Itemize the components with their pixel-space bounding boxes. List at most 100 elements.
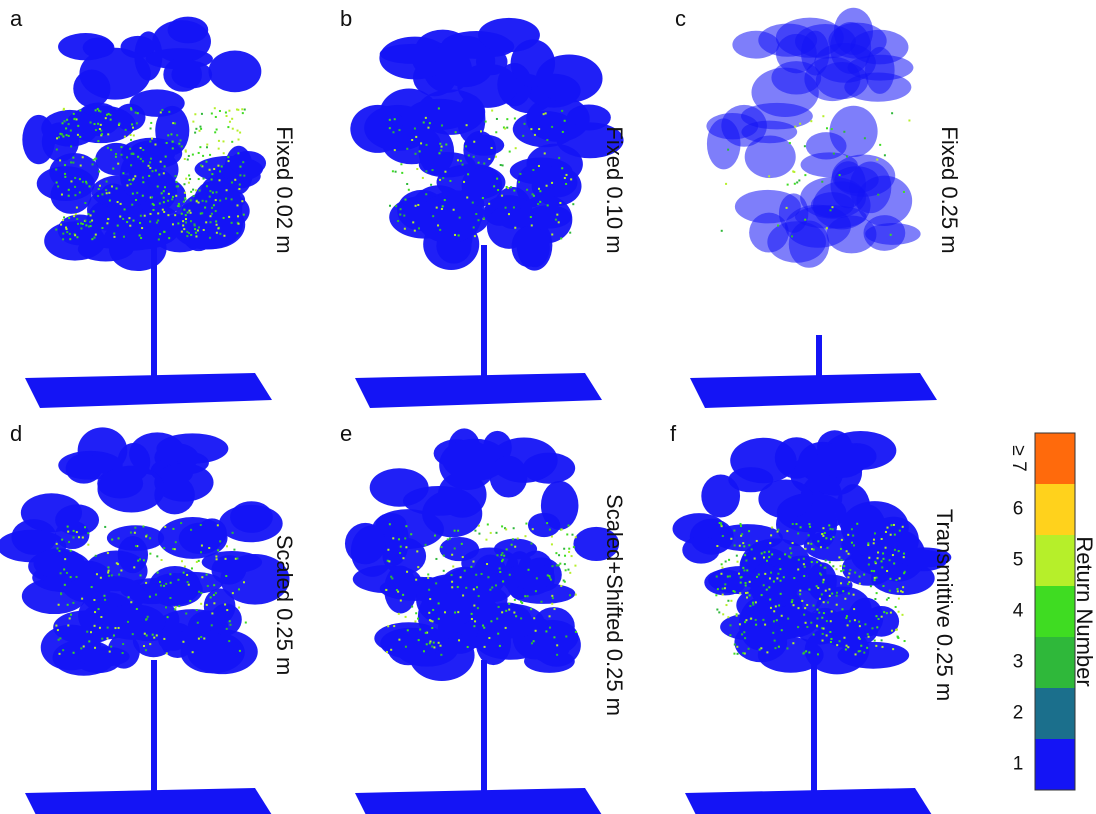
crown-blob xyxy=(101,604,166,640)
green-return xyxy=(87,225,90,228)
green-return xyxy=(97,140,100,143)
green-return xyxy=(733,643,736,646)
green-return xyxy=(763,556,766,559)
green-return xyxy=(889,577,892,580)
green-return xyxy=(79,135,82,138)
green-return xyxy=(875,592,878,595)
green-return xyxy=(758,648,761,651)
green-return xyxy=(884,530,887,533)
green-return xyxy=(558,156,561,159)
green-return xyxy=(882,557,885,560)
green-return xyxy=(465,145,468,148)
green-return xyxy=(195,609,198,612)
green-return xyxy=(214,131,217,134)
green-return xyxy=(501,164,504,167)
green-return xyxy=(795,523,798,526)
green-return xyxy=(391,170,394,173)
green-return xyxy=(501,194,504,197)
green-return xyxy=(755,539,758,542)
green-return xyxy=(101,226,104,229)
green-return xyxy=(856,522,859,525)
green-return xyxy=(135,545,138,548)
green-return xyxy=(67,123,70,126)
green-return xyxy=(234,178,237,181)
green-return xyxy=(804,218,807,221)
green-return xyxy=(807,534,810,537)
green-return xyxy=(843,130,846,133)
green-return xyxy=(198,129,201,132)
green-return xyxy=(791,599,794,602)
green-return xyxy=(721,566,724,569)
green-return xyxy=(825,620,828,623)
crown-blob xyxy=(186,629,258,675)
green-return xyxy=(385,588,388,591)
green-return xyxy=(75,118,78,121)
panel-caption: Transmittive 0.25 m xyxy=(932,509,957,701)
green-return xyxy=(746,591,749,594)
green-return xyxy=(545,184,548,187)
green-return xyxy=(848,620,851,623)
green-return xyxy=(722,613,725,616)
green-return xyxy=(439,178,442,181)
green-return xyxy=(735,614,738,617)
green-return xyxy=(134,111,137,114)
green-return xyxy=(867,563,870,566)
green-return xyxy=(173,548,176,551)
green-return xyxy=(793,577,796,580)
green-return xyxy=(829,209,832,212)
green-return xyxy=(891,112,894,115)
green-return xyxy=(493,185,496,188)
green-return xyxy=(768,556,771,559)
green-return xyxy=(177,205,180,208)
green-return xyxy=(215,231,218,234)
green-return xyxy=(201,576,204,579)
crown-blob xyxy=(514,226,545,251)
green-return xyxy=(478,532,481,535)
green-return xyxy=(501,611,504,614)
green-return xyxy=(473,625,476,628)
green-return xyxy=(176,185,179,188)
green-return xyxy=(139,558,142,561)
green-return xyxy=(69,238,72,241)
green-return xyxy=(555,552,558,555)
green-return xyxy=(733,544,736,547)
green-return xyxy=(772,631,775,634)
green-return xyxy=(210,212,213,215)
green-return xyxy=(401,171,404,174)
green-return xyxy=(424,543,427,546)
green-return xyxy=(217,164,220,167)
green-return xyxy=(65,127,68,130)
green-return xyxy=(467,154,470,157)
green-return xyxy=(199,146,202,149)
green-return xyxy=(171,223,174,226)
crown-blob xyxy=(730,437,797,484)
green-return xyxy=(55,148,58,151)
green-return xyxy=(109,118,112,121)
green-return xyxy=(432,641,435,644)
green-return xyxy=(491,586,494,589)
green-return xyxy=(507,213,510,216)
green-return xyxy=(828,594,831,597)
green-return xyxy=(835,603,838,606)
green-return xyxy=(118,122,121,125)
green-return xyxy=(802,557,805,560)
green-return xyxy=(91,238,94,241)
green-return xyxy=(483,217,486,220)
green-return xyxy=(822,612,825,615)
green-return xyxy=(879,143,882,146)
green-return xyxy=(897,610,900,613)
green-return xyxy=(817,540,820,543)
green-return xyxy=(419,628,422,631)
green-return xyxy=(164,525,167,528)
green-return xyxy=(397,220,400,223)
green-return xyxy=(70,161,73,164)
green-return xyxy=(432,215,435,218)
green-return xyxy=(84,526,87,529)
green-return xyxy=(466,646,469,649)
green-return xyxy=(842,569,845,572)
green-return xyxy=(410,533,413,536)
green-return xyxy=(192,194,195,197)
green-return xyxy=(549,578,552,581)
green-return xyxy=(560,584,563,587)
green-return xyxy=(561,167,564,170)
